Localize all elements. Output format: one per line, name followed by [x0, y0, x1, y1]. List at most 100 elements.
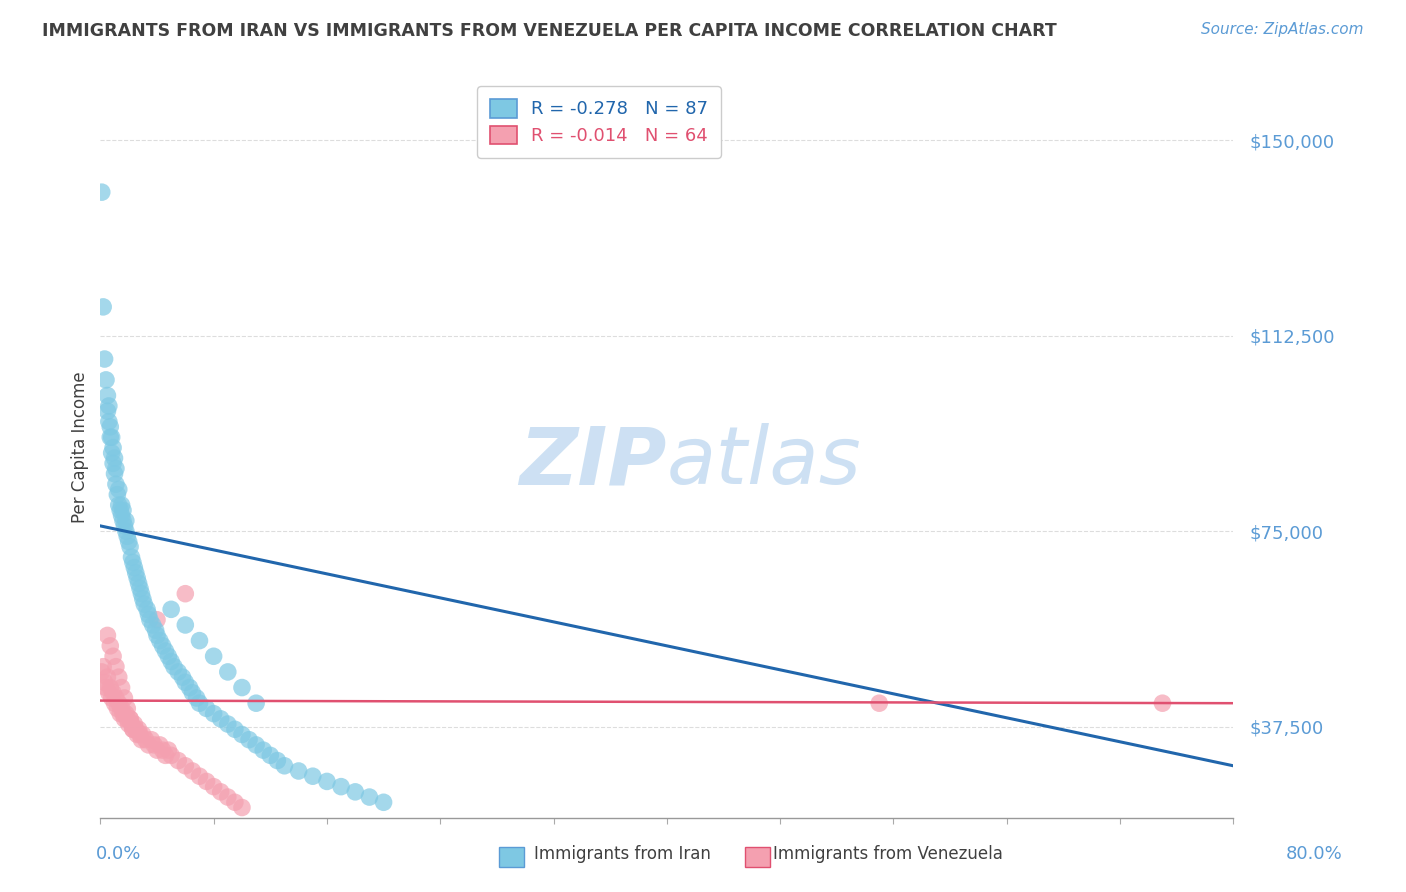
Point: [231, 681, 253, 695]
Point: [141, 732, 163, 747]
Point: [155, 748, 177, 763]
Point: [224, 795, 246, 809]
Point: [142, 618, 165, 632]
Point: [172, 670, 194, 684]
Point: [105, 701, 128, 715]
Point: [110, 701, 132, 715]
Point: [209, 712, 232, 726]
Point: [117, 529, 139, 543]
Point: [93, 352, 115, 367]
Point: [122, 555, 145, 569]
Point: [112, 519, 135, 533]
Text: 0.0%: 0.0%: [96, 846, 141, 863]
Point: [287, 764, 309, 778]
Point: [108, 706, 131, 721]
Point: [101, 456, 124, 470]
Point: [103, 451, 125, 466]
Point: [128, 576, 150, 591]
Point: [152, 743, 174, 757]
Point: [316, 774, 339, 789]
Point: [120, 712, 142, 726]
Point: [93, 675, 115, 690]
Point: [107, 670, 129, 684]
Point: [157, 743, 180, 757]
Point: [160, 655, 183, 669]
Point: [96, 670, 118, 684]
Point: [188, 769, 211, 783]
Point: [152, 639, 174, 653]
Point: [146, 613, 169, 627]
Text: Immigrants from Iran: Immigrants from Iran: [534, 846, 711, 863]
Point: [90, 665, 112, 679]
Point: [112, 712, 135, 726]
Point: [101, 441, 124, 455]
Point: [121, 717, 143, 731]
Point: [188, 696, 211, 710]
Point: [202, 649, 225, 664]
Point: [149, 738, 172, 752]
Point: [127, 727, 149, 741]
Point: [344, 785, 367, 799]
Point: [107, 498, 129, 512]
Point: [146, 628, 169, 642]
Point: [195, 774, 218, 789]
Point: [181, 764, 204, 778]
Point: [104, 659, 127, 673]
Point: [238, 732, 260, 747]
Point: [100, 446, 122, 460]
Point: [132, 727, 155, 741]
Point: [115, 706, 138, 721]
Point: [138, 738, 160, 752]
Point: [160, 748, 183, 763]
Point: [112, 690, 135, 705]
Point: [120, 712, 142, 726]
Point: [104, 690, 127, 705]
Point: [195, 701, 218, 715]
Point: [373, 795, 395, 809]
Point: [135, 732, 157, 747]
Point: [217, 790, 239, 805]
Text: IMMIGRANTS FROM IRAN VS IMMIGRANTS FROM VENEZUELA PER CAPITA INCOME CORRELATION : IMMIGRANTS FROM IRAN VS IMMIGRANTS FROM …: [42, 22, 1057, 40]
Point: [125, 566, 148, 580]
Point: [94, 681, 117, 695]
Text: 80.0%: 80.0%: [1286, 846, 1343, 863]
Point: [122, 723, 145, 737]
Point: [97, 415, 120, 429]
Point: [101, 649, 124, 664]
Point: [202, 780, 225, 794]
Point: [98, 430, 121, 444]
Point: [103, 467, 125, 481]
Point: [143, 738, 166, 752]
Y-axis label: Per Capita Income: Per Capita Income: [72, 372, 89, 524]
Point: [121, 550, 143, 565]
Point: [127, 571, 149, 585]
Point: [129, 727, 152, 741]
Point: [107, 483, 129, 497]
Text: Source: ZipAtlas.com: Source: ZipAtlas.com: [1201, 22, 1364, 37]
Point: [107, 696, 129, 710]
Point: [120, 540, 142, 554]
Point: [301, 769, 323, 783]
Point: [174, 587, 197, 601]
Point: [186, 690, 208, 705]
Point: [118, 717, 141, 731]
Point: [110, 508, 132, 523]
Point: [134, 597, 156, 611]
Point: [96, 388, 118, 402]
Point: [202, 706, 225, 721]
Point: [188, 633, 211, 648]
Point: [146, 743, 169, 757]
Point: [330, 780, 353, 794]
Point: [163, 659, 186, 673]
Point: [115, 524, 138, 538]
Point: [101, 686, 124, 700]
Point: [157, 649, 180, 664]
Point: [252, 743, 274, 757]
Point: [1152, 696, 1174, 710]
Point: [117, 701, 139, 715]
Point: [217, 665, 239, 679]
Point: [224, 723, 246, 737]
Point: [90, 185, 112, 199]
Point: [111, 503, 134, 517]
Point: [245, 696, 267, 710]
